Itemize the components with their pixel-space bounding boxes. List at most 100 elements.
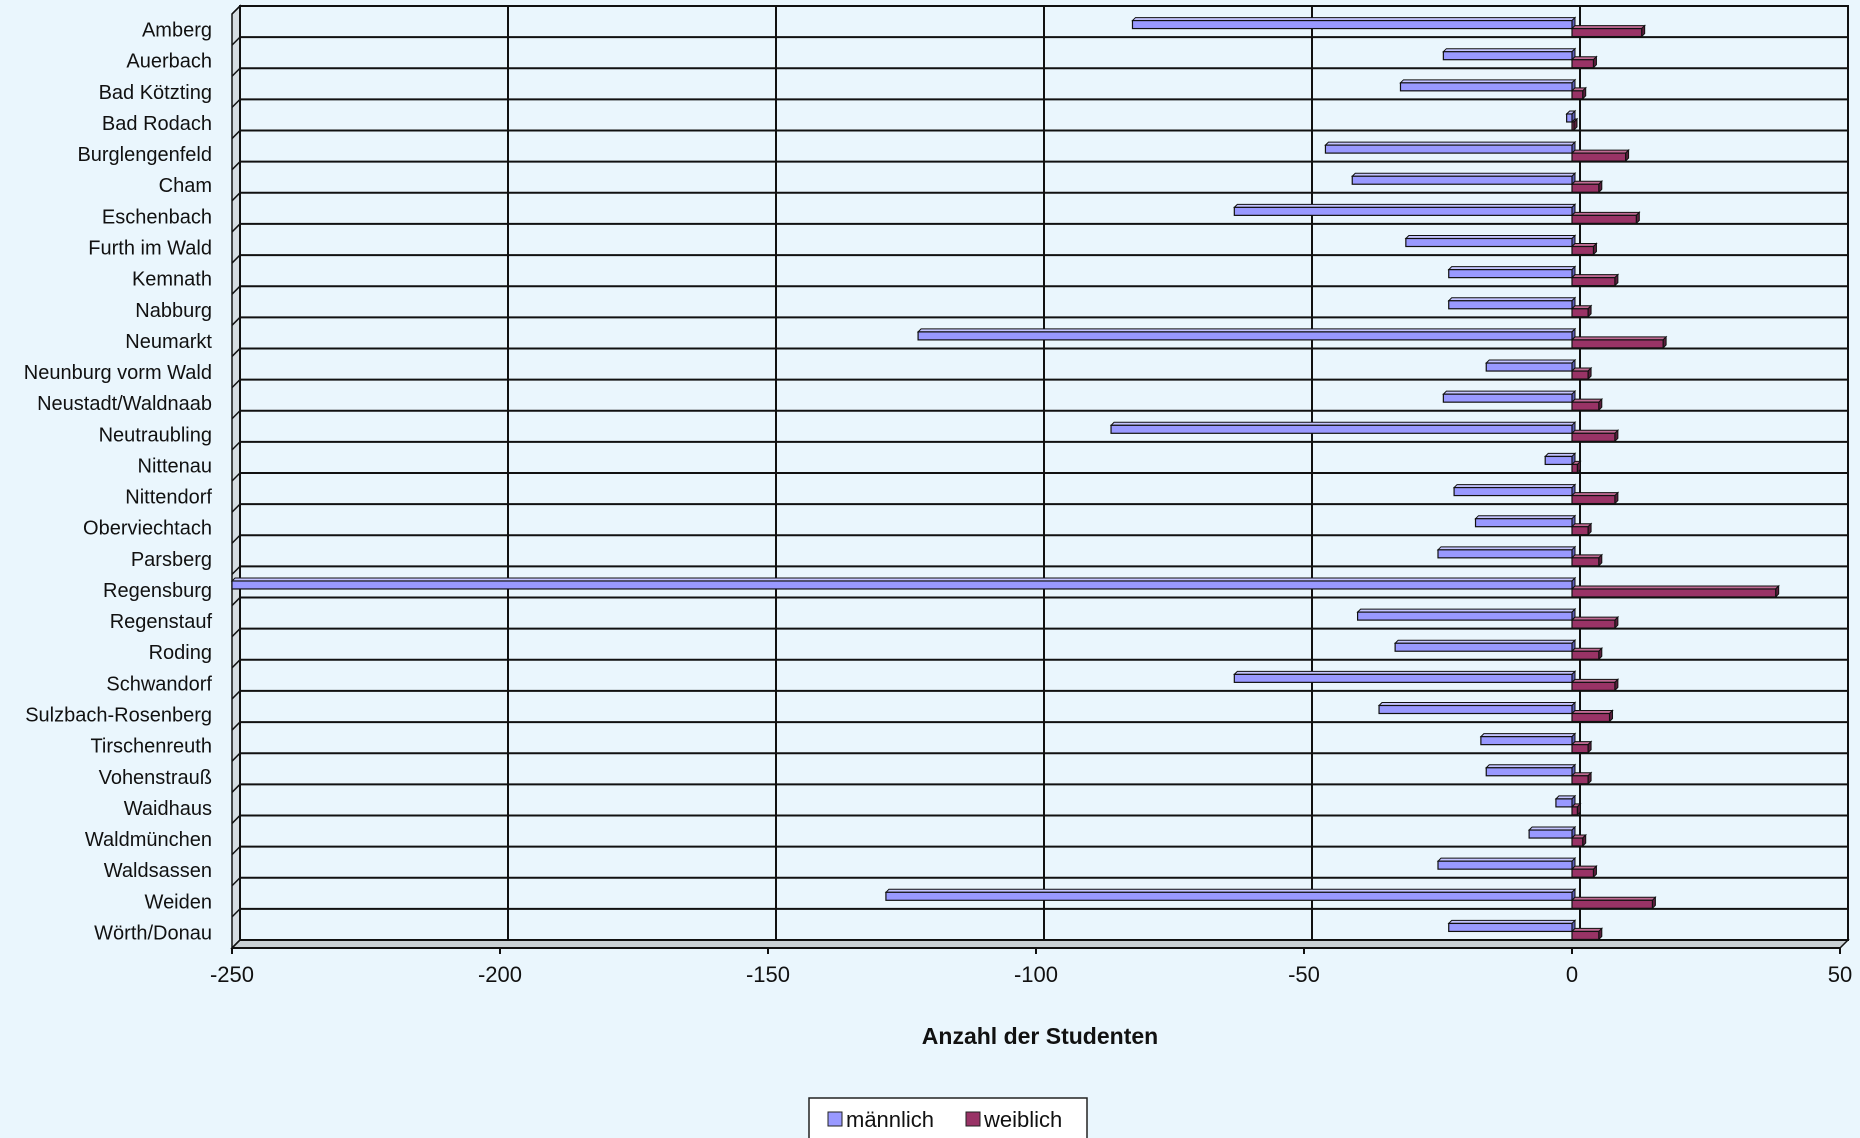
bar-weiblich	[1570, 709, 1614, 723]
legend-swatch-maennlich	[827, 1111, 843, 1127]
grid-line-diag	[231, 5, 241, 15]
bar-maennlich	[884, 888, 1577, 902]
x-tick-label: -250	[210, 962, 254, 987]
bar-maennlich	[1351, 172, 1577, 186]
grid-line-diag	[231, 814, 241, 824]
bar-weiblich	[1570, 242, 1598, 256]
legend-label-maennlich: männlich	[846, 1107, 934, 1132]
category-label: Regenstauf	[110, 611, 213, 633]
grid-line-diag	[231, 877, 241, 887]
x-tick-label: -50	[1288, 962, 1320, 987]
bar-weiblich	[1570, 211, 1641, 225]
grid-line-diag	[231, 130, 241, 140]
grid-line-diag	[231, 285, 241, 295]
legend-swatch-weiblich	[965, 1111, 981, 1127]
grid-line-diag	[231, 161, 241, 171]
category-label: Vohenstrauß	[99, 767, 212, 789]
bar-weiblich	[1570, 117, 1579, 132]
bar-weiblich	[1570, 148, 1630, 163]
bar-weiblich	[1570, 491, 1620, 505]
grid-line-diag	[231, 846, 241, 856]
bar-maennlich	[1543, 452, 1577, 466]
category-label: Nabburg	[135, 300, 212, 322]
category-label: Neustadt/Waldnaab	[37, 393, 212, 415]
bar-maennlich	[1131, 16, 1577, 30]
bar-weiblich	[1570, 833, 1587, 848]
category-label: Sulzbach-Rosenberg	[25, 705, 212, 727]
grid-line-diag	[231, 783, 241, 793]
bar-weiblich	[1570, 304, 1593, 318]
bar-weiblich	[1570, 896, 1657, 910]
grid-line-diag	[231, 223, 241, 233]
grid-line-diag	[231, 534, 241, 544]
grid-line-diag	[231, 254, 241, 264]
x-tick-label: -200	[478, 962, 522, 987]
grid-line-diag	[231, 36, 241, 46]
legend: männlich weiblich	[808, 1097, 1088, 1138]
bar-maennlich	[1233, 203, 1577, 217]
category-label: Parsberg	[131, 549, 212, 571]
category-label: Tirschenreuth	[90, 736, 212, 758]
bar-maennlich	[1356, 607, 1577, 622]
bar-weiblich	[1570, 740, 1593, 754]
category-label: Kemnath	[132, 269, 212, 291]
category-label: Cham	[159, 175, 212, 197]
grid-line-diag	[231, 721, 241, 731]
category-label: Weiden	[145, 891, 212, 913]
bar-maennlich	[916, 327, 1577, 342]
grid-line-diag	[231, 441, 241, 451]
bar-weiblich	[1570, 335, 1668, 350]
grid-line-diag	[231, 410, 241, 420]
grid-line-diag	[231, 98, 241, 108]
category-label: Regensburg	[103, 580, 212, 602]
bar-maennlich	[1442, 47, 1577, 61]
category-label: Oberviechtach	[83, 518, 212, 540]
category-label: Waidhaus	[124, 798, 212, 820]
x-tick-label: -150	[746, 962, 790, 987]
grid-line-diag	[231, 597, 241, 607]
bar-weiblich	[1570, 366, 1593, 381]
bar-weiblich	[1570, 927, 1604, 941]
category-label: Amberg	[142, 20, 212, 42]
bar-weiblich	[1570, 802, 1582, 817]
category-label: Schwandorf	[106, 673, 212, 695]
bar-weiblich	[1570, 429, 1620, 443]
category-label: Eschenbach	[102, 206, 212, 228]
bar-maennlich	[1109, 421, 1577, 435]
bar-maennlich	[230, 576, 1577, 591]
grid-line-diag	[231, 316, 241, 326]
bar-maennlich	[1554, 794, 1577, 809]
x-tick-label: -100	[1014, 962, 1058, 987]
bar-maennlich	[1447, 265, 1577, 279]
category-label: Waldsassen	[104, 860, 212, 882]
bars	[230, 16, 1780, 941]
x-axis-title: Anzahl der Studenten	[922, 1023, 1158, 1049]
bar-maennlich	[1447, 296, 1577, 310]
bar-weiblich	[1570, 55, 1598, 69]
bar-weiblich	[1570, 864, 1598, 879]
bar-maennlich	[1485, 358, 1577, 373]
legend-label-weiblich: weiblich	[983, 1107, 1062, 1132]
category-label: Waldmünchen	[85, 829, 212, 851]
bar-weiblich	[1570, 584, 1780, 599]
bar-maennlich	[1474, 514, 1577, 528]
bar-weiblich	[1570, 647, 1604, 661]
category-label: Nittendorf	[125, 487, 212, 509]
bar-maennlich	[1436, 856, 1577, 871]
grid-line-diag	[231, 67, 241, 77]
grid-line-diag	[231, 690, 241, 700]
bar-weiblich	[1570, 397, 1604, 412]
bar-maennlich	[1399, 78, 1577, 93]
grid-line-diag	[231, 659, 241, 669]
grid-line-diag	[231, 503, 241, 513]
x-tick-label: 50	[1828, 962, 1852, 987]
grid-line-diag	[231, 939, 241, 949]
category-label: Wörth/Donau	[94, 922, 212, 944]
category-label: Bad Rodach	[102, 113, 212, 135]
plot-area	[230, 4, 1850, 950]
tick-labels: -250 -200 -150 -100 -50 0 50	[210, 962, 1852, 987]
category-label: Neunburg vorm Wald	[24, 362, 212, 384]
bar-maennlich	[1393, 639, 1577, 653]
bar-weiblich	[1570, 615, 1620, 630]
